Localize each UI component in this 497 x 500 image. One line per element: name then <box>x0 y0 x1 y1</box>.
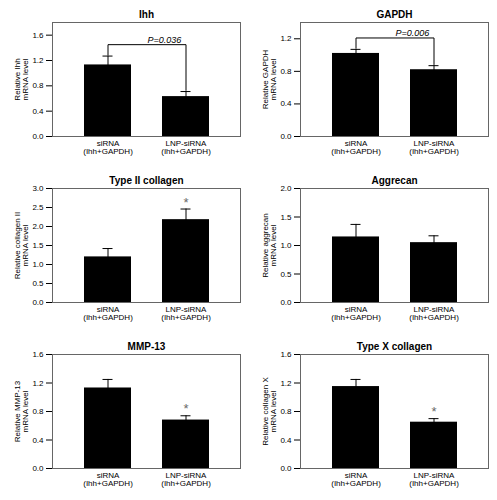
svg-text:siRNA(Ihh+GAPDH): siRNA(Ihh+GAPDH) <box>83 471 133 488</box>
svg-text:1.6: 1.6 <box>280 350 292 359</box>
svg-text:Relative collagen IImRNA level: Relative collagen IImRNA level <box>13 212 30 280</box>
svg-text:0.4: 0.4 <box>280 436 292 445</box>
svg-text:1.6: 1.6 <box>32 31 44 40</box>
svg-text:0.0: 0.0 <box>280 132 292 141</box>
svg-text:0.8: 0.8 <box>280 67 292 76</box>
svg-text:1.2: 1.2 <box>280 379 292 388</box>
svg-text:1.6: 1.6 <box>32 350 44 359</box>
svg-text:1.0: 1.0 <box>280 241 292 250</box>
svg-text:Relative aggrecanmRNA level: Relative aggrecanmRNA level <box>261 213 278 277</box>
svg-text:0.8: 0.8 <box>32 81 44 90</box>
svg-text:siRNA(Ihh+GAPDH): siRNA(Ihh+GAPDH) <box>331 139 381 156</box>
svg-text:LNP-siRNA(Ihh+GAPDH): LNP-siRNA(Ihh+GAPDH) <box>409 139 459 156</box>
svg-text:1.2: 1.2 <box>32 379 44 388</box>
svg-text:siRNA(Ihh+GAPDH): siRNA(Ihh+GAPDH) <box>331 471 381 488</box>
svg-text:Relative IhhmRNA level: Relative IhhmRNA level <box>13 58 30 100</box>
svg-text:Relative GAPDHmRNA level: Relative GAPDHmRNA level <box>261 49 278 109</box>
svg-text:LNP-siRNA(Ihh+GAPDH): LNP-siRNA(Ihh+GAPDH) <box>161 471 211 488</box>
svg-text:LNP-siRNA(Ihh+GAPDH): LNP-siRNA(Ihh+GAPDH) <box>161 139 211 156</box>
svg-text:Ihh: Ihh <box>139 9 154 20</box>
svg-text:0.8: 0.8 <box>280 407 292 416</box>
svg-text:0.5: 0.5 <box>280 270 292 279</box>
svg-text:0.4: 0.4 <box>32 436 44 445</box>
svg-text:0.4: 0.4 <box>280 99 292 108</box>
svg-text:LNP-siRNA(Ihh+GAPDH): LNP-siRNA(Ihh+GAPDH) <box>161 305 211 322</box>
svg-text:LNP-siRNA(Ihh+GAPDH): LNP-siRNA(Ihh+GAPDH) <box>409 305 459 322</box>
svg-text:0.5: 0.5 <box>32 279 44 288</box>
svg-text:0.0: 0.0 <box>32 464 44 473</box>
svg-text:*: * <box>183 195 188 210</box>
svg-text:LNP-siRNA(Ihh+GAPDH): LNP-siRNA(Ihh+GAPDH) <box>409 471 459 488</box>
svg-text:GAPDH: GAPDH <box>376 9 412 20</box>
svg-text:Type II collagen: Type II collagen <box>109 175 183 186</box>
svg-text:MMP-13: MMP-13 <box>128 341 166 352</box>
svg-text:Relative collagen XmRNA level: Relative collagen XmRNA level <box>261 377 278 446</box>
svg-text:siRNA(Ihh+GAPDH): siRNA(Ihh+GAPDH) <box>83 305 133 322</box>
svg-text:0.0: 0.0 <box>280 298 292 307</box>
svg-text:0.0: 0.0 <box>32 132 44 141</box>
svg-text:*: * <box>431 404 436 419</box>
svg-text:P=0.006: P=0.006 <box>396 28 430 38</box>
svg-text:0.4: 0.4 <box>32 107 44 116</box>
svg-text:0.0: 0.0 <box>280 464 292 473</box>
svg-text:1.2: 1.2 <box>280 34 292 43</box>
svg-text:*: * <box>183 401 188 416</box>
svg-text:2.0: 2.0 <box>32 222 44 231</box>
svg-text:P=0.036: P=0.036 <box>148 35 182 45</box>
svg-text:1.0: 1.0 <box>32 260 44 269</box>
svg-text:siRNA(Ihh+GAPDH): siRNA(Ihh+GAPDH) <box>83 139 133 156</box>
svg-text:0.0: 0.0 <box>32 298 44 307</box>
svg-text:0.8: 0.8 <box>32 407 44 416</box>
svg-text:1.2: 1.2 <box>32 56 44 65</box>
svg-text:2.5: 2.5 <box>32 203 44 212</box>
svg-text:3.0: 3.0 <box>32 184 44 193</box>
svg-text:1.5: 1.5 <box>280 213 292 222</box>
svg-text:siRNA(Ihh+GAPDH): siRNA(Ihh+GAPDH) <box>331 305 381 322</box>
svg-text:1.5: 1.5 <box>32 241 44 250</box>
svg-text:2.0: 2.0 <box>280 184 292 193</box>
svg-text:Relative MMP-13mRNA level: Relative MMP-13mRNA level <box>13 380 30 442</box>
svg-text:Aggrecan: Aggrecan <box>371 175 417 186</box>
svg-text:Type X collagen: Type X collagen <box>357 341 432 352</box>
